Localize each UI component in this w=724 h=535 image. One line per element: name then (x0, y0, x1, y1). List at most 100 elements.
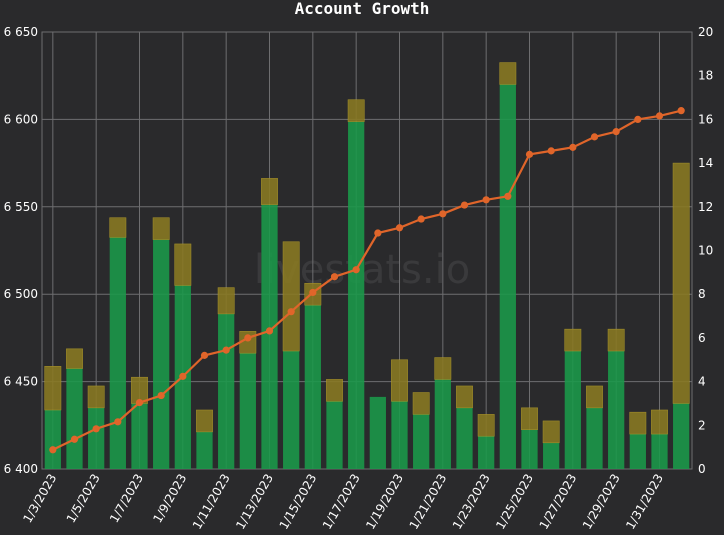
bar-top (607, 328, 625, 352)
plot-frame (41, 31, 693, 470)
bar-base (131, 403, 148, 469)
line-point (677, 107, 685, 115)
left-axis: 6 400 6 450 6 500 6 550 6 600 6 650 (4, 25, 38, 476)
left-tick-label: 6 550 (4, 200, 38, 214)
bar-top (629, 411, 647, 435)
line-point (374, 229, 382, 237)
line-point (179, 372, 187, 380)
line-point (265, 327, 274, 335)
line-point (222, 346, 230, 354)
line-layer (49, 107, 685, 454)
bar-top (87, 385, 105, 409)
bars-layer (44, 62, 690, 470)
line-point (395, 224, 404, 232)
bar-base (651, 434, 668, 469)
bar-top (44, 366, 62, 411)
line-point (244, 334, 252, 342)
left-tick-label: 6 600 (4, 112, 38, 126)
right-tick-label: 6 (698, 331, 706, 345)
bar-base (304, 305, 321, 469)
line-point (547, 147, 555, 155)
bar-top (499, 62, 517, 85)
bar-base (44, 410, 61, 469)
bar-top (196, 409, 213, 433)
x-tick-label: 1/25/2023 (493, 472, 536, 532)
x-tick-label: 1/9/2023 (150, 472, 189, 526)
left-tick-label: 6 650 (4, 25, 38, 39)
right-tick-label: 4 (698, 375, 706, 389)
line-point (439, 210, 447, 218)
x-tick-label: 1/19/2023 (363, 472, 406, 532)
line-point (157, 391, 165, 400)
bar-base (196, 431, 213, 469)
bar-base (564, 351, 581, 469)
x-tick-label: 1/23/2023 (450, 471, 493, 531)
x-tick-label: 1/31/2023 (623, 472, 666, 532)
bar-top (456, 385, 473, 409)
bar-base (88, 407, 105, 469)
bar-base (153, 239, 170, 469)
line-point (200, 351, 209, 359)
bar-top (564, 328, 582, 352)
bar-top (282, 241, 300, 352)
bar-top (651, 409, 668, 435)
bar-top (174, 243, 192, 286)
left-tick-label: 6 500 (4, 287, 38, 301)
chart-title: Account Growth (294, 0, 430, 18)
bar-base (413, 414, 430, 469)
bar-base (391, 401, 408, 469)
line-point (504, 192, 512, 200)
x-tick-label: 1/7/2023 (107, 472, 146, 526)
bar-base (521, 429, 538, 469)
bar-top (347, 99, 365, 122)
bar-top (66, 348, 83, 369)
bar-base (109, 237, 126, 469)
right-tick-label: 2 (698, 418, 706, 432)
balance-line (52, 109, 682, 451)
line-point (92, 425, 100, 433)
bar-base (456, 407, 473, 469)
bar-base (369, 396, 386, 469)
line-point (49, 446, 57, 454)
x-tick-label: 1/21/2023 (407, 472, 450, 532)
left-tick-label: 6 400 (4, 462, 38, 476)
line-point (352, 266, 360, 274)
bar-top (217, 287, 235, 315)
x-axis: 1/3/2023 1/5/2023 1/7/2023 1/9/2023 1/11/202… (20, 471, 666, 531)
line-point (460, 201, 469, 209)
bar-top (521, 407, 538, 430)
bar-top (672, 162, 690, 404)
bar-base (499, 84, 516, 469)
x-tick-label: 1/3/2023 (20, 472, 59, 526)
bar-base (629, 434, 646, 469)
x-tick-label: 1/15/2023 (277, 472, 320, 532)
bar-base (218, 313, 235, 469)
x-tick-label: 1/13/2023 (233, 472, 276, 532)
bar-base (66, 368, 83, 469)
line-point (655, 112, 664, 120)
line-point (70, 435, 79, 443)
left-tick-label: 6 450 (4, 375, 38, 389)
bar-top (477, 414, 495, 437)
x-tick-label: 1/29/2023 (580, 472, 623, 532)
bar-top (326, 379, 343, 402)
right-tick-label: 20 (698, 25, 713, 39)
line-point (569, 143, 577, 151)
line-point (135, 398, 144, 407)
bar-top (109, 217, 127, 238)
x-tick-label: 1/17/2023 (320, 472, 363, 532)
right-tick-label: 0 (698, 462, 706, 476)
bar-base (348, 121, 365, 470)
bar-base (434, 379, 451, 469)
right-tick-label: 10 (698, 244, 713, 258)
line-point (482, 196, 490, 204)
right-axis: 0 2 4 6 8 10 12 14 16 18 20 (698, 25, 713, 476)
bar-top (391, 359, 408, 402)
bar-top (152, 217, 170, 240)
bar-base (673, 403, 690, 469)
bar-base (283, 351, 300, 469)
bar-base (326, 401, 343, 469)
line-point (612, 128, 620, 136)
